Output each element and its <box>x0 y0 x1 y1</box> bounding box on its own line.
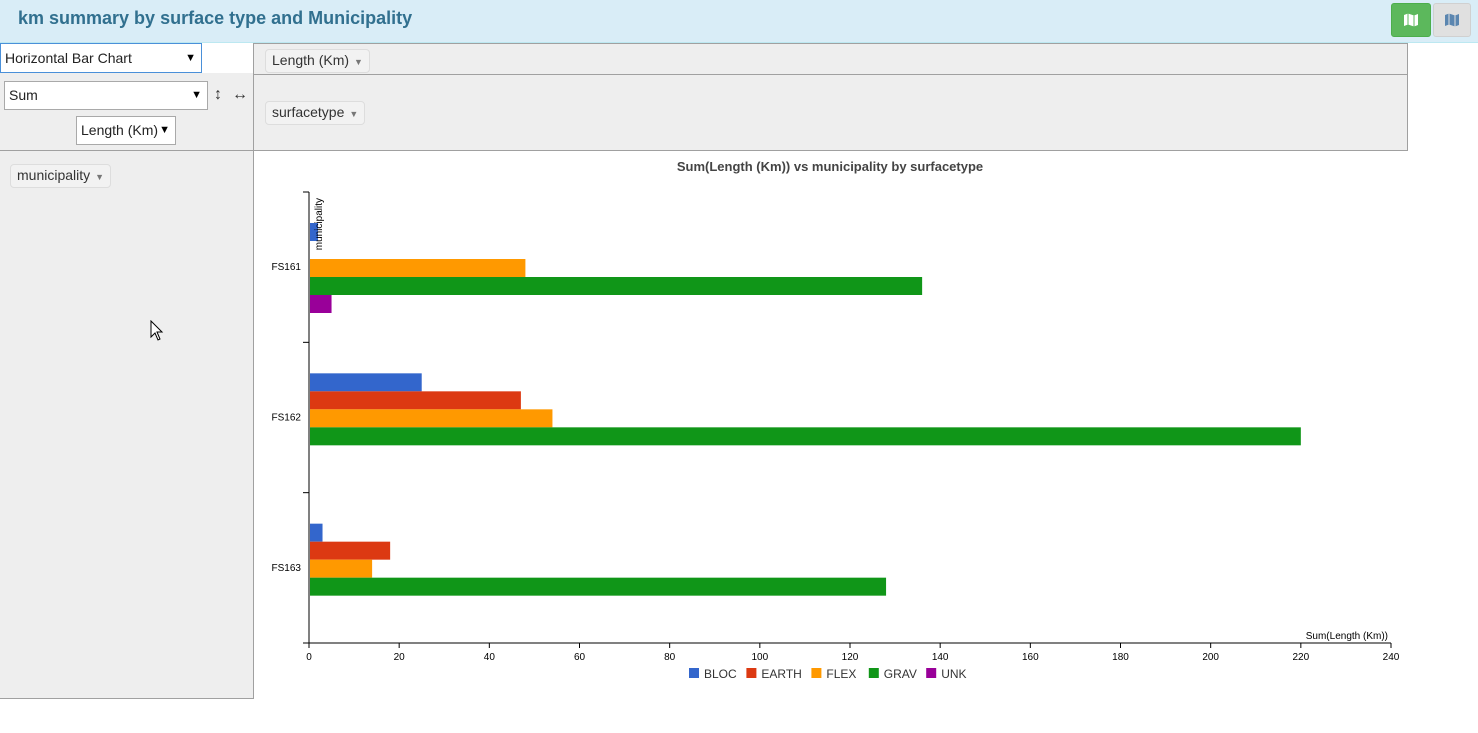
x-tick-label: 120 <box>842 652 859 663</box>
legend-label: UNK <box>941 667 966 681</box>
aggregator-select[interactable]: Sum ▼ <box>4 81 208 110</box>
aggregator-select-value: Sum <box>9 87 38 103</box>
x-tick-label: 180 <box>1112 652 1129 663</box>
bar-unk-fs161 <box>310 295 332 313</box>
map-view-button[interactable] <box>1391 3 1431 37</box>
divider <box>0 150 254 151</box>
row-field-pill[interactable]: municipality ▼ <box>10 164 112 188</box>
map-icon <box>1404 13 1418 27</box>
x-tick-label: 220 <box>1292 652 1309 663</box>
legend-swatch <box>926 668 937 678</box>
row-order-toggle[interactable]: ↕ <box>214 86 222 103</box>
divider <box>253 74 1408 75</box>
x-tick-label: 80 <box>664 652 676 663</box>
bar-bloc-fs162 <box>310 373 422 392</box>
caret-down-icon: ▼ <box>349 109 359 119</box>
bar-grav-fs163 <box>310 577 887 596</box>
unused-field-label: Length (Km) <box>272 52 350 68</box>
bar-bloc-fs163 <box>310 523 323 542</box>
x-tick-label: 20 <box>394 652 406 663</box>
value-field-select[interactable]: Length (Km) ▼ <box>76 116 176 145</box>
chevron-down-icon: ▼ <box>185 52 196 64</box>
header-bar: km summary by surface type and Municipal… <box>0 0 1478 43</box>
y-tick-label: FS162 <box>272 413 302 424</box>
renderer-select-value: Horizontal Bar Chart <box>5 50 132 66</box>
x-tick-label: 200 <box>1202 652 1219 663</box>
y-tick-label: FS161 <box>272 262 302 273</box>
bar-bloc-fs161 <box>310 223 319 241</box>
column-field-label: surfacetype <box>272 104 345 120</box>
legend-label: EARTH <box>761 667 801 681</box>
column-field-pill[interactable]: surfacetype ▼ <box>265 101 366 125</box>
caret-down-icon: ▼ <box>354 57 363 67</box>
bar-grav-fs161 <box>310 277 923 295</box>
row-field-label: municipality <box>17 167 91 183</box>
unused-field-pill[interactable]: Length (Km) ▼ <box>265 49 370 73</box>
legend-label: GRAV <box>884 667 917 681</box>
chart-title: Sum(Length (Km)) vs municipality by surf… <box>677 159 983 174</box>
x-tick-label: 100 <box>751 652 768 663</box>
alt-map-view-button[interactable] <box>1433 3 1471 37</box>
chevron-down-icon: ▼ <box>159 124 170 136</box>
bar-earth-fs162 <box>310 391 521 410</box>
x-tick-label: 160 <box>1022 652 1039 663</box>
bar-flex-fs163 <box>310 559 373 578</box>
legend-swatch <box>746 668 757 678</box>
legend-label: BLOC <box>704 667 737 681</box>
bar-flex-fs161 <box>310 259 526 277</box>
col-order-toggle[interactable]: ↔ <box>232 86 248 103</box>
legend-label: FLEX <box>826 667 856 681</box>
bar-grav-fs162 <box>310 427 1301 446</box>
legend-swatch <box>868 668 879 678</box>
x-tick-label: 240 <box>1383 652 1400 663</box>
x-tick-label: 140 <box>932 652 949 663</box>
x-tick-label: 40 <box>484 652 496 663</box>
bar-earth-fs163 <box>310 541 391 560</box>
column-fields-area <box>253 43 1408 151</box>
x-tick-label: 60 <box>574 652 586 663</box>
value-field-select-value: Length (Km) <box>81 122 159 138</box>
y-axis-label: municipality <box>314 198 325 250</box>
bar-flex-fs162 <box>310 409 553 428</box>
mouse-cursor-icon <box>150 320 164 341</box>
x-axis-label: Sum(Length (Km)) <box>1306 631 1388 642</box>
horizontal-bar-chart: Sum(Length (Km)) vs municipality by surf… <box>272 159 1400 681</box>
legend-swatch <box>689 668 699 678</box>
legend-swatch <box>811 668 822 678</box>
renderer-select[interactable]: Horizontal Bar Chart ▼ <box>0 43 202 73</box>
y-tick-label: FS163 <box>272 563 302 574</box>
page-title: km summary by surface type and Municipal… <box>18 8 413 28</box>
caret-down-icon: ▼ <box>95 172 105 182</box>
map-icon <box>1445 13 1459 27</box>
x-tick-label: 0 <box>306 652 312 663</box>
chevron-down-icon: ▼ <box>191 89 202 101</box>
